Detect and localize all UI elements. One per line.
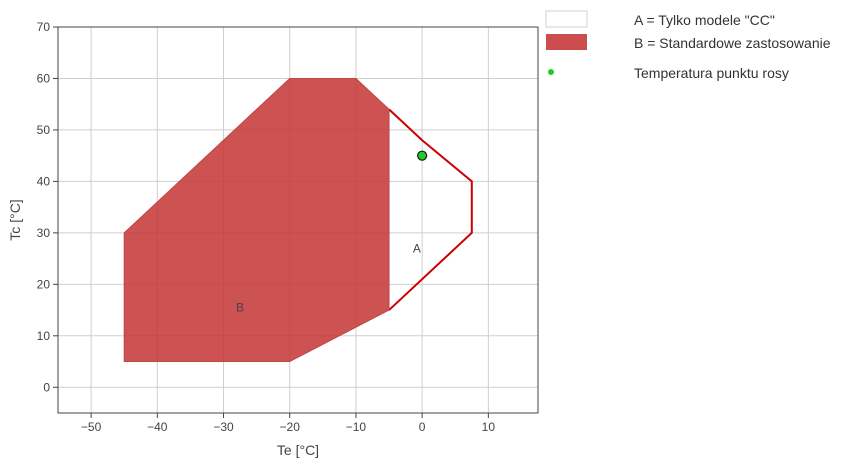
- x-tick-label: 0: [419, 420, 426, 434]
- y-tick-label: 40: [37, 174, 51, 188]
- dew-point-marker: [417, 150, 428, 161]
- x-tick-label: −50: [81, 420, 102, 434]
- region-a-label: A: [413, 241, 421, 255]
- legend-swatch-a: [545, 10, 588, 28]
- legend-swatch-dew-point: [548, 69, 554, 75]
- y-axis-title: Tc [°C]: [7, 199, 23, 240]
- x-tick-label: −20: [280, 420, 301, 434]
- y-tick-label: 60: [37, 71, 51, 85]
- y-tick-label: 30: [37, 226, 51, 240]
- y-tick-label: 70: [37, 20, 51, 34]
- legend-swatch-b: [546, 34, 587, 50]
- region-b-label: B: [236, 300, 244, 314]
- legend-label: B = Standardowe zastosowanie: [634, 35, 831, 51]
- x-axis-title: Te [°C]: [277, 442, 319, 458]
- y-tick-label: 0: [43, 380, 50, 394]
- series-layer: AB: [123, 77, 473, 363]
- y-tick-label: 10: [37, 329, 51, 343]
- x-tick-label: −10: [346, 420, 367, 434]
- y-tick-label: 50: [37, 123, 51, 137]
- legend-label: Temperatura punktu rosy: [634, 65, 789, 81]
- x-tick-label: −40: [147, 420, 168, 434]
- region-b-area: [123, 77, 390, 363]
- region-a-outline: [388, 108, 473, 311]
- legend-label: A = Tylko modele "CC": [634, 12, 775, 28]
- axis-ticks: −50 −40 −30 −20 −10 0 10 0 10 20 30 40 50 60 70: [37, 20, 496, 434]
- x-tick-label: −30: [213, 420, 234, 434]
- x-tick-label: 10: [482, 420, 496, 434]
- y-tick-label: 20: [37, 277, 51, 291]
- legend: A = Tylko modele "CC" B = Standardowe zas…: [545, 10, 831, 81]
- plot-frame: [57, 26, 539, 414]
